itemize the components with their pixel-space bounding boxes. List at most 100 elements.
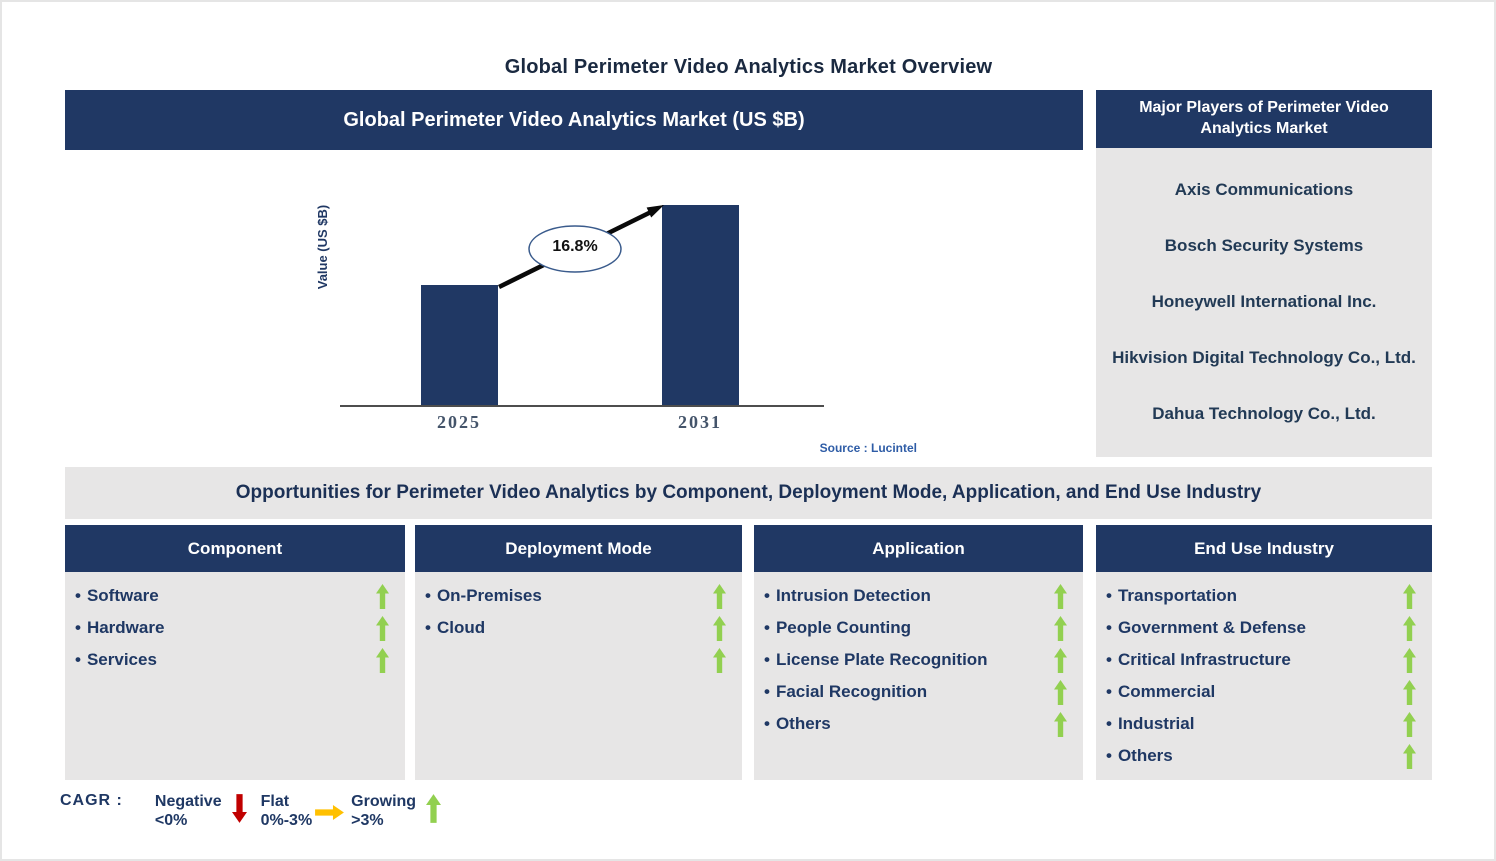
- bullet: •: [764, 586, 770, 605]
- list-item: • Software: [65, 580, 405, 612]
- source-note: Source : Lucintel: [819, 441, 917, 455]
- trend-up-icon: [376, 583, 389, 609]
- list-item: • People Counting: [754, 612, 1083, 644]
- item-label: On-Premises: [436, 586, 542, 605]
- bar-chart: Value (US $B) 16.8% 2025 2031 Source : L…: [65, 150, 1083, 457]
- legend-items: Negative <0% Flat 0%-3% Growing: [155, 792, 455, 830]
- list-item: • Government & Defense: [1096, 612, 1432, 644]
- legend-arrow-icon: [231, 794, 247, 823]
- list-item: • Transportation: [1096, 580, 1432, 612]
- item-label: Hardware: [86, 618, 165, 637]
- growth-arrow: [498, 205, 664, 290]
- list-item: • Critical Infrastructure: [1096, 644, 1432, 676]
- trend-up-icon: [713, 583, 726, 609]
- player-name: Dahua Technology Co., Ltd.: [1152, 404, 1376, 424]
- x-axis: [340, 405, 824, 407]
- bullet: •: [1106, 650, 1112, 669]
- bullet: •: [425, 618, 431, 637]
- trend-up-icon: [1054, 615, 1067, 641]
- item-label: Industrial: [1117, 714, 1195, 733]
- trend-up-icon: [1403, 711, 1416, 737]
- player-name: Bosch Security Systems: [1164, 235, 1364, 255]
- item-label: Others: [1117, 746, 1173, 765]
- item-label: Facial Recognition: [775, 682, 928, 701]
- bar-2031: [662, 205, 739, 405]
- bullet: •: [1106, 746, 1112, 765]
- column-items-application: • Intrusion Detection • People Counting • L…: [754, 572, 1083, 780]
- bullet: •: [75, 586, 81, 605]
- list-item: • Hardware: [65, 612, 405, 644]
- x-tick-2025: 2025: [437, 412, 481, 432]
- trend-up-icon: [1403, 679, 1416, 705]
- bullet: •: [1106, 714, 1112, 733]
- item-label: Others: [775, 714, 831, 733]
- item-label: Cloud: [436, 618, 486, 637]
- bullet: •: [764, 650, 770, 669]
- list-item: • Others: [1096, 740, 1432, 772]
- item-label: License Plate Recognition: [775, 650, 988, 669]
- item-label: Critical Infrastructure: [1117, 650, 1291, 669]
- list-item: • Intrusion Detection: [754, 580, 1083, 612]
- bar-2025: [421, 285, 498, 405]
- opportunities-banner: Opportunities for Perimeter Video Analyt…: [65, 467, 1432, 519]
- list-item: • Cloud: [415, 612, 742, 644]
- list-item: • Services: [65, 644, 405, 676]
- trend-up-icon: [1054, 647, 1067, 673]
- legend-arrow-icon: [315, 805, 345, 820]
- trend-up-icon: [1054, 583, 1067, 609]
- list-item: • Commercial: [1096, 676, 1432, 708]
- legend-item-range: <0%: [154, 812, 188, 830]
- bullet: •: [1106, 682, 1112, 701]
- trend-up-icon: [713, 615, 726, 641]
- column-header-end-use-industry: End Use Industry: [1096, 525, 1432, 572]
- player-name: Hikvision Digital Technology Co., Ltd.: [1112, 348, 1416, 368]
- trend-up-icon: [1054, 679, 1067, 705]
- bullet: •: [75, 650, 81, 669]
- legend-item: Negative <0%: [155, 792, 247, 830]
- bullet: •: [764, 618, 770, 637]
- item-label: Software: [86, 586, 159, 605]
- players-panel-title: Major Players of Perimeter Video Analyti…: [1139, 99, 1389, 137]
- players-panel-header: Major Players of Perimeter Video Analyti…: [1096, 90, 1432, 148]
- column-header-application: Application: [754, 525, 1083, 572]
- legend-item-name: Negative: [154, 793, 222, 810]
- players-list: Axis Communications Bosch Security Syste…: [1096, 148, 1432, 457]
- legend-item-text: Negative <0%: [155, 792, 222, 830]
- cagr-value: 16.8%: [552, 238, 598, 255]
- item-label: Intrusion Detection: [775, 586, 931, 605]
- bullet: •: [1106, 586, 1112, 605]
- chart-title: Global Perimeter Video Analytics Market …: [343, 108, 805, 131]
- bullet: •: [764, 682, 770, 701]
- list-item: • On-Premises: [415, 580, 742, 612]
- legend-item-name: Flat: [260, 793, 290, 810]
- trend-up-icon: [1403, 647, 1416, 673]
- player-name: Honeywell International Inc.: [1151, 292, 1377, 311]
- player-name: Axis Communications: [1174, 179, 1354, 199]
- column-items-component: • Software • Hardware • Services: [65, 572, 405, 780]
- item-label: Services: [86, 650, 157, 669]
- column-items-end-use-industry: • Transportation • Government & Defense • C…: [1096, 572, 1432, 780]
- cagr-legend: CAGR : Negative <0% Flat 0%-3%: [60, 792, 455, 838]
- item-label: Government & Defense: [1117, 618, 1306, 637]
- legend-item: Flat 0%-3%: [261, 792, 345, 830]
- page-title: Global Perimeter Video Analytics Market …: [504, 56, 993, 78]
- trend-up-icon: [1403, 615, 1416, 641]
- cagr-ellipse: [528, 225, 622, 273]
- list-item: •: [415, 644, 742, 676]
- legend-arrow-icon: [426, 794, 442, 823]
- legend-item-text: Growing >3%: [351, 792, 416, 830]
- opportunities-title: Opportunities for Perimeter Video Analyt…: [235, 482, 1262, 503]
- bullet: •: [425, 586, 431, 605]
- trend-up-icon: [376, 647, 389, 673]
- column-items-deployment-mode: • On-Premises • Cloud •: [415, 572, 742, 780]
- list-item: • Others: [754, 708, 1083, 740]
- column-header-component: Component: [65, 525, 405, 572]
- bullet: •: [1106, 618, 1112, 637]
- item-label: Commercial: [1117, 682, 1216, 701]
- legend-item: Growing >3%: [351, 792, 442, 830]
- trend-up-icon: [1054, 711, 1067, 737]
- list-item: • Facial Recognition: [754, 676, 1083, 708]
- legend-item-name: Growing: [351, 793, 417, 810]
- legend-item-text: Flat 0%-3%: [261, 792, 313, 830]
